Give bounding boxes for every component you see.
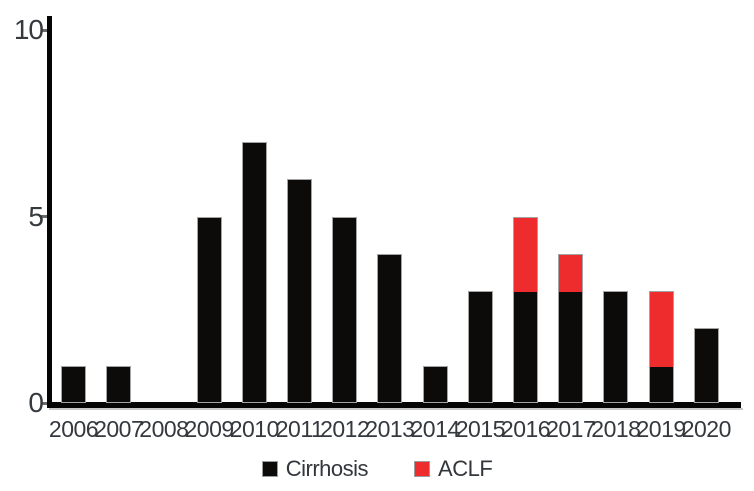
- bar-2015: [467, 291, 493, 403]
- bar-2020: [693, 328, 719, 403]
- bar-2017: [558, 253, 584, 403]
- bar-segment-cirrhosis-2014: [423, 366, 447, 402]
- bar-segment-aclf-2017: [559, 254, 583, 293]
- bar-2011: [287, 179, 312, 403]
- x-tick-label-2020: 2020: [681, 416, 732, 442]
- bar-segment-cirrhosis-2006: [62, 366, 85, 402]
- x-tick-label-2008: 2008: [139, 416, 189, 442]
- y-axis-line: [47, 16, 52, 408]
- bar-segment-cirrhosis-2018: [604, 292, 628, 402]
- bar-2010: [241, 141, 267, 403]
- bar-segment-cirrhosis-2010: [242, 142, 266, 402]
- x-tick-label-2019: 2019: [636, 416, 687, 442]
- bar-segment-cirrhosis-2012: [333, 217, 357, 402]
- bar-segment-cirrhosis-2011: [288, 180, 311, 402]
- bar-segment-cirrhosis-2007: [107, 366, 131, 402]
- bar-2007: [106, 365, 132, 403]
- x-tick-label-2014: 2014: [410, 416, 461, 442]
- bar-2018: [603, 291, 629, 403]
- y-tick-5: [41, 215, 47, 218]
- legend-item-aclf: ACLF: [414, 456, 493, 482]
- bar-segment-cirrhosis-2019: [649, 366, 673, 402]
- legend-item-cirrhosis: Cirrhosis: [261, 456, 369, 482]
- bar-segment-cirrhosis-2009: [197, 217, 221, 402]
- legend: Cirrhosis ACLF: [0, 456, 754, 482]
- y-tick-label-10: 10: [13, 14, 44, 45]
- bar-2012: [332, 216, 358, 403]
- y-tick-label-0: 0: [28, 387, 44, 418]
- y-tick-0: [41, 401, 47, 405]
- cirrhosis-swatch-icon: [261, 461, 278, 477]
- bar-2019: [648, 291, 674, 403]
- bar-segment-cirrhosis-2017: [559, 292, 583, 402]
- x-tick-label-2015: 2015: [455, 416, 506, 442]
- bar-segment-cirrhosis-2013: [378, 254, 402, 402]
- x-tick-label-2018: 2018: [591, 416, 641, 442]
- bar-2013: [377, 253, 403, 403]
- x-tick-label-2006: 2006: [48, 416, 99, 442]
- bar-segment-aclf-2019: [649, 292, 673, 367]
- aclf-swatch-icon: [414, 461, 431, 477]
- x-tick-label-2009: 2009: [184, 416, 235, 442]
- x-axis-line: [47, 402, 741, 408]
- y-tick-10: [41, 28, 47, 32]
- x-tick-label-2016: 2016: [500, 416, 551, 442]
- legend-label-cirrhosis: Cirrhosis: [285, 456, 369, 481]
- x-tick-label-2007: 2007: [94, 416, 144, 442]
- bar-2006: [61, 365, 86, 403]
- legend-label-aclf: ACLF: [438, 456, 493, 481]
- bar-2009: [196, 216, 222, 403]
- x-axis-shadow: [49, 408, 743, 410]
- bar-segment-aclf-2016: [514, 217, 537, 293]
- bar-2014: [422, 365, 448, 403]
- x-tick-label-2010: 2010: [229, 416, 280, 442]
- x-tick-label-2013: 2013: [365, 416, 415, 442]
- x-tick-label-2017: 2017: [546, 416, 596, 442]
- x-tick-label-2011: 2011: [275, 416, 324, 442]
- bar-segment-cirrhosis-2016: [514, 292, 537, 402]
- bar-2016: [513, 216, 538, 403]
- bar-segment-cirrhosis-2020: [694, 329, 718, 402]
- bar-segment-cirrhosis-2015: [468, 292, 492, 402]
- x-tick-label-2012: 2012: [320, 416, 370, 442]
- y-tick-label-5: 5: [28, 200, 44, 232]
